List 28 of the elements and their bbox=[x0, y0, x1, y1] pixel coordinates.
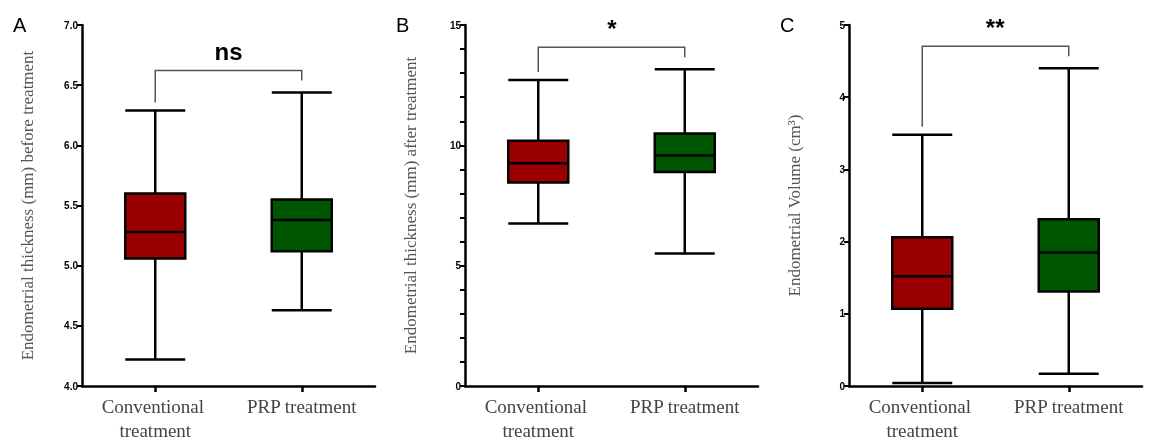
x-tick-label: PRP treatment bbox=[246, 395, 358, 417]
x-tick-label: PRP treatment bbox=[1013, 395, 1124, 417]
x-tick-label: Conventional treatment bbox=[868, 395, 976, 441]
chart-title: B bbox=[396, 14, 410, 36]
y-tick-label: 4.5 bbox=[64, 320, 79, 332]
y-tick-label: 6.5 bbox=[64, 79, 79, 91]
x-tick-label: PRP treatment bbox=[630, 395, 741, 417]
y-tick-label: 2 bbox=[839, 236, 846, 248]
y-tick-label: 5.0 bbox=[64, 260, 79, 272]
y-tick-label: 1 bbox=[839, 308, 846, 320]
y-axis-title: Endometrial thickness (mm) before treatment bbox=[18, 50, 37, 361]
y-axis-title: Endometrial thickness (mm) after treatment bbox=[401, 56, 421, 355]
y-tick-label: 10 bbox=[450, 139, 462, 151]
y-tick-label: 5.5 bbox=[64, 200, 79, 211]
chart-title: A bbox=[13, 14, 27, 36]
y-tick-label: 5 bbox=[839, 19, 846, 31]
x-tick-label: Conventional treatment bbox=[101, 395, 209, 441]
y-tick-label: 15 bbox=[450, 19, 462, 31]
y-tick-label: 4.0 bbox=[64, 380, 79, 392]
y-axis-title: Endometrial Volume (cm³) bbox=[784, 114, 804, 297]
x-tick-label: Conventional treatment bbox=[485, 395, 593, 441]
chart-title: C bbox=[779, 14, 795, 36]
y-tick-label: 4 bbox=[839, 91, 846, 103]
annotation: ** bbox=[985, 14, 1005, 43]
annotation: ns bbox=[214, 38, 243, 67]
y-tick-label: 7.0 bbox=[64, 19, 79, 31]
annotation: * bbox=[607, 15, 617, 44]
y-tick-label: 6.0 bbox=[64, 139, 79, 151]
